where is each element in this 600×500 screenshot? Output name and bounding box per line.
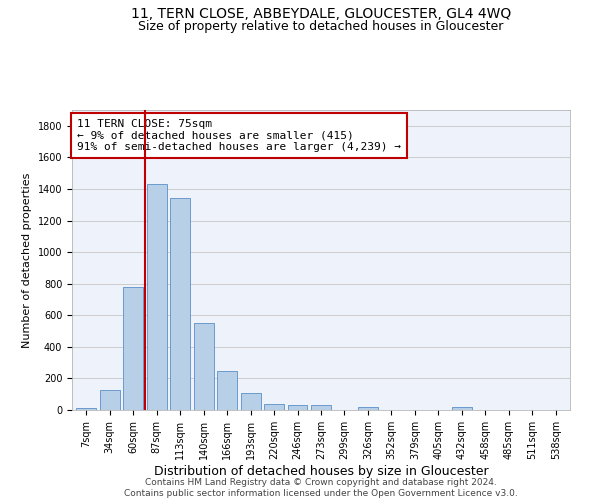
Bar (100, 390, 119, 410)
Text: 11 TERN CLOSE: 75sqm
← 9% of detached houses are smaller (415)
91% of semi-detac: 11 TERN CLOSE: 75sqm ← 9% of detached ho… (77, 119, 401, 152)
Bar (264, 404, 284, 410)
Bar (241, 392, 260, 410)
Bar (76, 408, 96, 410)
Bar (452, 407, 472, 410)
Bar (194, 323, 214, 410)
Bar (358, 407, 378, 410)
Text: Size of property relative to detached houses in Gloucester: Size of property relative to detached ho… (139, 20, 503, 33)
Bar (146, 184, 167, 410)
Bar (123, 287, 143, 410)
Bar (170, 198, 190, 410)
Text: Distribution of detached houses by size in Gloucester: Distribution of detached houses by size … (154, 465, 488, 478)
Bar (287, 406, 307, 410)
Bar (311, 406, 331, 410)
Text: 11, TERN CLOSE, ABBEYDALE, GLOUCESTER, GL4 4WQ: 11, TERN CLOSE, ABBEYDALE, GLOUCESTER, G… (131, 8, 511, 22)
Bar (217, 370, 237, 410)
Y-axis label: Number of detached properties: Number of detached properties (22, 172, 32, 348)
Text: Contains HM Land Registry data © Crown copyright and database right 2024.
Contai: Contains HM Land Registry data © Crown c… (124, 478, 518, 498)
